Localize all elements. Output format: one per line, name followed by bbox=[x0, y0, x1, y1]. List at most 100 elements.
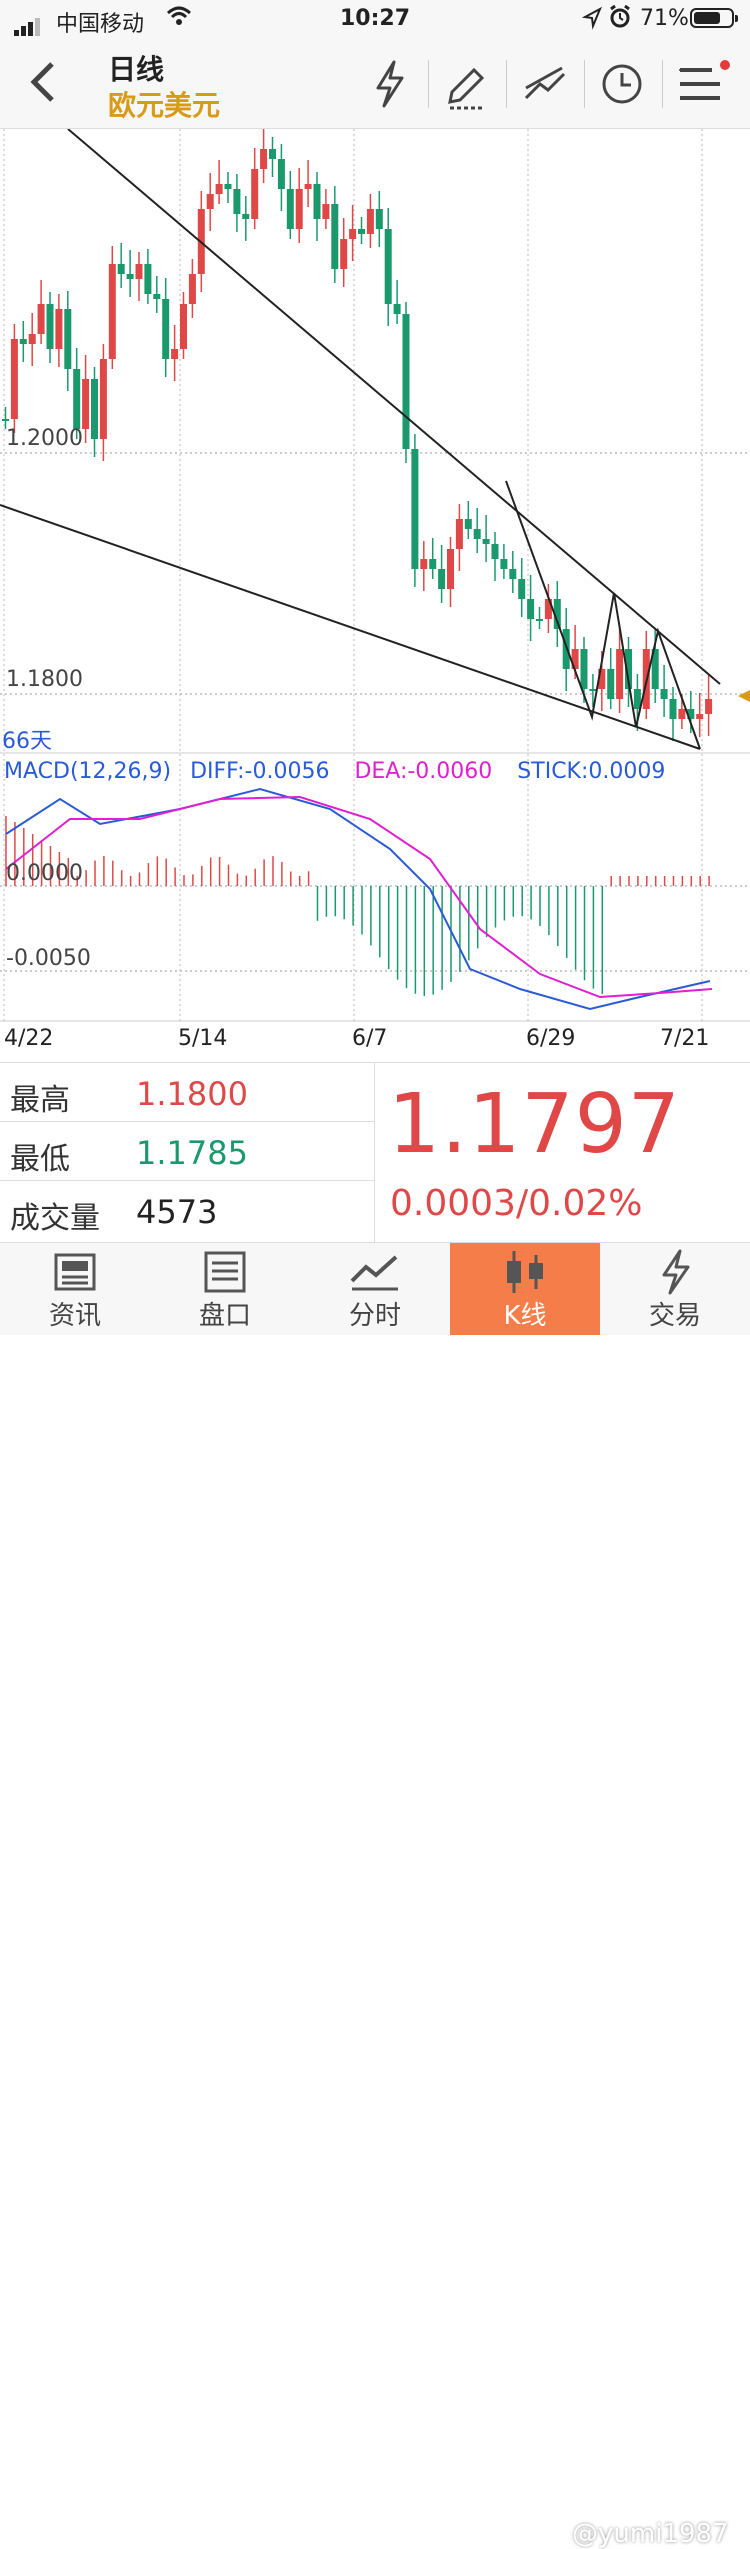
date-label: 6/29 bbox=[526, 1026, 576, 1051]
candle-body bbox=[678, 709, 686, 719]
date-label: 4/22 bbox=[4, 1026, 54, 1051]
candle-body bbox=[518, 579, 526, 599]
menu-icon[interactable] bbox=[672, 54, 730, 114]
tab-kline[interactable]: K线 bbox=[450, 1243, 600, 1335]
candle-body bbox=[527, 599, 535, 619]
news-icon bbox=[54, 1253, 96, 1291]
watermark: @yumi1987 bbox=[572, 2519, 729, 2549]
pen-icon[interactable] bbox=[438, 54, 496, 114]
candle-body bbox=[358, 229, 365, 234]
price-label-high: 1.2000 bbox=[6, 426, 83, 451]
tab-label: 资讯 bbox=[48, 1301, 101, 1331]
high-value: 1.1800 bbox=[136, 1075, 248, 1113]
candlesticks bbox=[2, 129, 713, 741]
candle-body bbox=[10, 339, 18, 419]
candle-body bbox=[108, 264, 116, 359]
tab-news[interactable]: 资讯 bbox=[0, 1243, 150, 1335]
candle-body bbox=[375, 209, 383, 229]
tab-label: K线 bbox=[503, 1301, 547, 1331]
candle-body bbox=[73, 369, 81, 429]
candle-body bbox=[420, 559, 428, 569]
candle-body bbox=[616, 649, 624, 699]
candle-body bbox=[55, 309, 63, 349]
candle-body bbox=[669, 699, 677, 719]
candle-body bbox=[2, 419, 9, 421]
candlestick-icon bbox=[507, 1251, 543, 1293]
date-label: 7/21 bbox=[660, 1026, 710, 1051]
candle-body bbox=[37, 304, 45, 334]
low-label: 最低 bbox=[10, 1142, 70, 1177]
carrier-name: 中国移动 bbox=[56, 12, 145, 37]
divider bbox=[428, 60, 429, 108]
price-change: 0.0003/0.02% bbox=[390, 1183, 643, 1224]
kline-chart[interactable]: 1.2000 1.1800 66天 MACD(12,26,9) DIFF:-0.… bbox=[0, 129, 750, 1022]
candle-body bbox=[188, 274, 196, 304]
candle-body bbox=[233, 189, 241, 214]
trendlines bbox=[0, 129, 721, 750]
candle-body bbox=[705, 699, 713, 714]
candle-body bbox=[500, 559, 508, 569]
candle-body bbox=[162, 299, 170, 359]
candle-body bbox=[322, 204, 330, 219]
candle-body bbox=[607, 669, 615, 699]
back-button[interactable] bbox=[28, 60, 58, 112]
trendline bbox=[0, 504, 701, 750]
tab-timeshare[interactable]: 分时 bbox=[300, 1243, 450, 1335]
trendline-icon[interactable] bbox=[516, 54, 574, 114]
candle-body bbox=[651, 649, 659, 689]
candle-body bbox=[19, 339, 27, 344]
tab-label: 交易 bbox=[648, 1301, 701, 1331]
candle-body bbox=[544, 599, 552, 619]
candle-body bbox=[224, 184, 232, 189]
status-time: 10:27 bbox=[339, 6, 411, 31]
macd-title: MACD(12,26,9) bbox=[4, 759, 171, 784]
toolbar-icons bbox=[360, 54, 750, 114]
orderbook-icon bbox=[204, 1251, 246, 1293]
candle-body bbox=[491, 544, 499, 559]
candle-body bbox=[455, 519, 463, 549]
volume-label: 成交量 bbox=[10, 1201, 100, 1236]
candle-body bbox=[366, 209, 374, 234]
wifi-icon bbox=[166, 4, 192, 34]
clock-icon[interactable] bbox=[594, 54, 652, 114]
tab-orderbook[interactable]: 盘口 bbox=[150, 1243, 300, 1335]
candle-body bbox=[473, 529, 481, 539]
candle-body bbox=[331, 204, 339, 269]
candle-body bbox=[402, 314, 410, 449]
candle-body bbox=[438, 569, 446, 589]
candle-body bbox=[687, 709, 695, 719]
candle-body bbox=[171, 349, 179, 359]
candle-body bbox=[215, 184, 223, 194]
candle-body bbox=[153, 294, 161, 299]
diff-line bbox=[5, 787, 711, 1011]
candle-body bbox=[393, 304, 401, 314]
candle-body bbox=[482, 539, 490, 544]
trendline bbox=[67, 129, 721, 685]
candle-body bbox=[660, 689, 668, 699]
battery-percent: 71% bbox=[640, 6, 689, 31]
status-bar: 中国移动 10:27 71% bbox=[0, 0, 750, 40]
divider bbox=[374, 1063, 375, 1243]
instrument-name[interactable]: 欧元美元 bbox=[108, 89, 221, 122]
battery-icon bbox=[690, 8, 738, 28]
zigzag-line bbox=[505, 480, 701, 750]
candle-body bbox=[696, 714, 704, 719]
candle-body bbox=[580, 649, 588, 689]
alarm-icon bbox=[608, 4, 632, 36]
svg-text:MACD(12,26,9) DIFF:-0.0056: MACD(12,26,9) DIFF:-0.0056 DEA:-0.0060 S… bbox=[4, 759, 665, 784]
candle-body bbox=[464, 519, 472, 529]
period-label: 66天 bbox=[2, 729, 52, 754]
candle-body bbox=[429, 559, 437, 569]
lightning-icon[interactable] bbox=[360, 54, 418, 114]
candle-body bbox=[553, 599, 561, 629]
candle-body bbox=[269, 149, 276, 159]
candle-body bbox=[340, 239, 348, 269]
tab-label: 分时 bbox=[348, 1301, 401, 1331]
candle-body bbox=[304, 184, 312, 189]
quote-info-panel: 最高 1.1800 最低 1.1785 成交量 4573 1.1797 0.00… bbox=[0, 1062, 750, 1243]
candle-body bbox=[144, 264, 152, 294]
tab-trade[interactable]: 交易 bbox=[600, 1243, 750, 1335]
candle-body bbox=[384, 229, 392, 304]
candle-body bbox=[64, 309, 72, 369]
candle-body bbox=[633, 689, 641, 709]
